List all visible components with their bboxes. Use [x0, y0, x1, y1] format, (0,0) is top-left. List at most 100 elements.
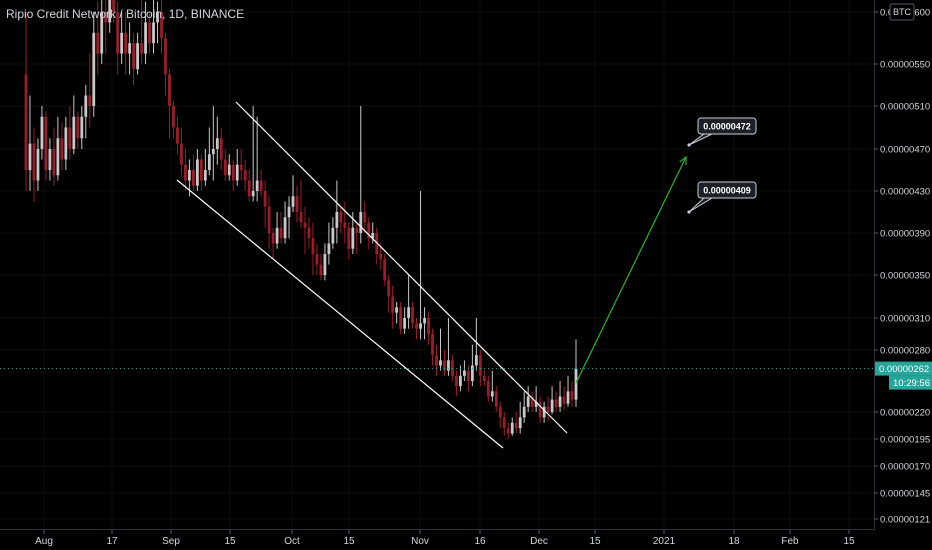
candle-body	[474, 355, 478, 366]
candle	[439, 328, 442, 371]
candle	[227, 154, 231, 181]
candle	[124, 12, 128, 75]
candle	[72, 95, 76, 155]
candle-body	[451, 360, 454, 376]
candle	[490, 370, 494, 402]
candle	[239, 149, 243, 181]
candle-body	[470, 365, 474, 381]
currency-unit-badge[interactable]: BTC	[889, 3, 915, 21]
candle	[355, 222, 359, 254]
candle	[514, 412, 518, 434]
candle-body	[24, 74, 28, 170]
time-axis[interactable]: Aug 17 Sep 15 Oct 15 Nov 16 Dec 15 2021 18 Feb 15	[35, 530, 855, 547]
candle	[455, 370, 458, 397]
descending-channel[interactable]	[176, 101, 568, 449]
candle	[562, 386, 566, 410]
candle-body	[231, 164, 235, 181]
candle	[391, 285, 395, 329]
callout-box	[697, 181, 757, 199]
candle	[319, 254, 323, 281]
candle	[291, 175, 295, 212]
candle	[395, 301, 399, 324]
candle-body	[419, 323, 422, 329]
price-tick-label: 0.00000470	[880, 145, 930, 156]
candle-body	[88, 95, 92, 106]
candle-body	[371, 233, 375, 239]
candle	[498, 401, 502, 429]
candle-body	[140, 43, 143, 54]
time-tick-label: 16	[474, 536, 486, 547]
candle	[168, 69, 171, 139]
candle	[423, 307, 426, 340]
candle-body	[339, 212, 343, 223]
candle	[415, 318, 418, 340]
candle-body	[494, 391, 498, 407]
candle	[283, 201, 287, 244]
candle	[363, 201, 367, 233]
candle-body	[443, 360, 446, 371]
candle-body	[415, 323, 418, 329]
candle-body	[235, 164, 239, 181]
candle-body	[542, 406, 546, 418]
projection-arrowhead	[679, 155, 687, 166]
target-callout: 0.00000472	[687, 117, 757, 147]
candle-body	[124, 32, 128, 54]
candle	[447, 318, 450, 376]
time-tick-label: Dec	[530, 536, 548, 547]
candle-body	[132, 43, 136, 70]
candle-body	[562, 396, 566, 404]
channel-upper-line[interactable]	[235, 101, 568, 434]
candle-body	[459, 375, 462, 387]
candle	[574, 339, 578, 407]
candle	[311, 222, 315, 275]
candle-body	[84, 95, 88, 117]
time-tick-label: 15	[843, 536, 855, 547]
candle	[132, 32, 136, 85]
candle-body	[530, 396, 534, 407]
candle-body	[319, 264, 323, 275]
price-axis[interactable]: 0.000006000.000005500.000005100.00000470…	[874, 8, 930, 526]
candle	[375, 227, 379, 265]
candle-body	[100, 12, 104, 54]
last-price-badge	[875, 361, 932, 376]
candle	[427, 312, 430, 345]
candle	[315, 243, 319, 275]
candle-body	[148, 22, 151, 44]
candle	[195, 149, 199, 191]
candle-body	[176, 127, 179, 144]
candle	[60, 122, 64, 170]
candle-body	[295, 196, 299, 212]
candle-body	[191, 170, 195, 186]
candle-body	[168, 74, 171, 106]
candle-body	[223, 159, 227, 176]
channel-lower-line[interactable]	[176, 179, 504, 449]
candle	[335, 180, 339, 244]
candle-body	[411, 307, 414, 324]
last-price-label: 0.00000262	[879, 364, 929, 375]
candle	[287, 196, 291, 239]
projection-arrow[interactable]	[575, 155, 687, 384]
time-tick-label: Aug	[35, 536, 53, 547]
target-callout: 0.00000409	[687, 181, 757, 214]
candle	[570, 381, 574, 407]
candle-body	[72, 116, 76, 149]
candle	[267, 196, 271, 249]
candle-body	[510, 422, 514, 434]
candle-body	[303, 222, 307, 228]
projection-line[interactable]	[575, 156, 687, 384]
candle	[558, 381, 562, 412]
candle	[24, 12, 28, 191]
callout-anchor-dot	[687, 210, 691, 214]
candle-body	[52, 149, 56, 176]
candle-body	[188, 170, 191, 181]
candle	[104, 0, 108, 54]
candle-body	[128, 43, 132, 54]
candle	[191, 154, 195, 191]
candle	[435, 344, 438, 376]
candle-body	[80, 116, 84, 139]
candle	[44, 111, 48, 181]
candle-body	[363, 212, 367, 223]
candle	[486, 375, 490, 402]
candle	[506, 422, 510, 439]
